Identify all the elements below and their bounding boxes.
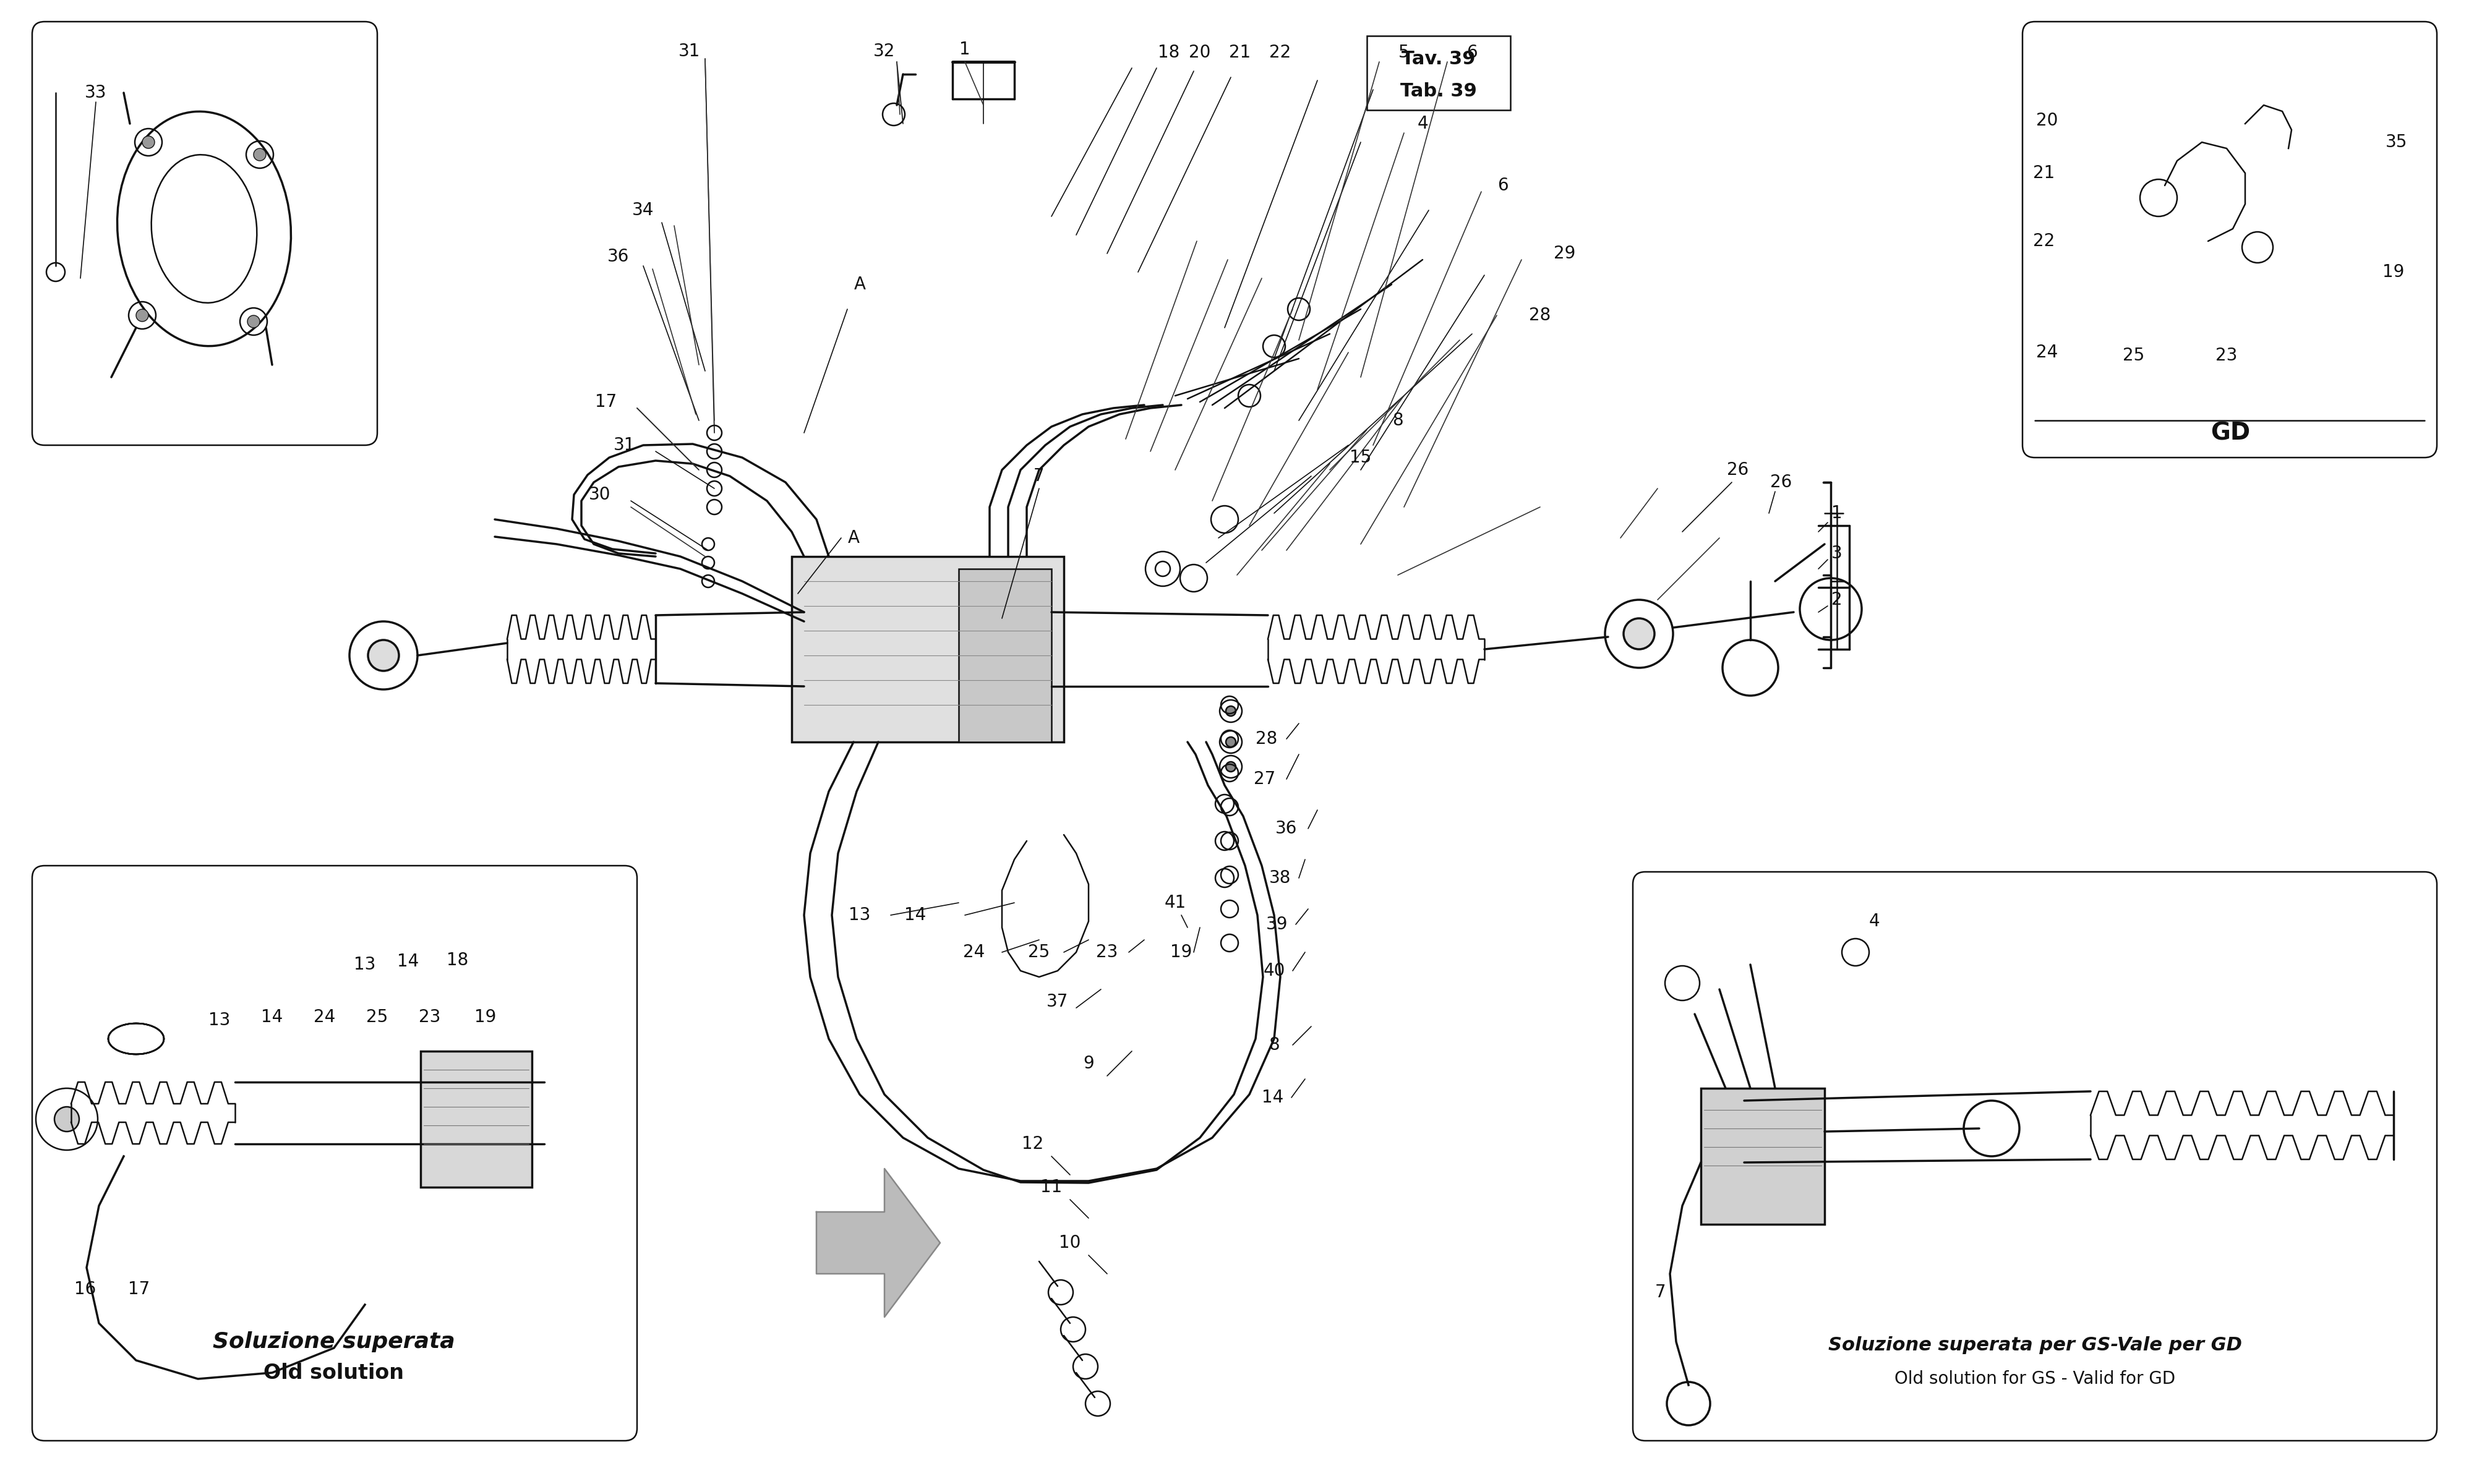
Text: 16: 16 bbox=[74, 1281, 96, 1298]
Text: 11: 11 bbox=[1042, 1178, 1061, 1196]
Text: 31: 31 bbox=[614, 436, 636, 454]
Text: 2: 2 bbox=[1831, 591, 1843, 608]
Text: 26: 26 bbox=[1727, 462, 1749, 478]
Circle shape bbox=[1623, 619, 1655, 650]
Text: Tab. 39: Tab. 39 bbox=[1400, 83, 1477, 101]
Text: Old solution for GS - Valid for GD: Old solution for GS - Valid for GD bbox=[1895, 1370, 2175, 1388]
Text: 5: 5 bbox=[1398, 45, 1410, 61]
Text: 13: 13 bbox=[208, 1012, 230, 1028]
Text: 19: 19 bbox=[2382, 264, 2405, 280]
Text: 22: 22 bbox=[2034, 233, 2056, 249]
Text: 27: 27 bbox=[1254, 770, 1277, 788]
Circle shape bbox=[255, 148, 267, 160]
FancyBboxPatch shape bbox=[32, 22, 376, 445]
Circle shape bbox=[369, 640, 398, 671]
Text: 38: 38 bbox=[1269, 870, 1291, 886]
Text: 36: 36 bbox=[1277, 819, 1296, 837]
Text: 24: 24 bbox=[314, 1009, 336, 1025]
Text: 26: 26 bbox=[1771, 473, 1791, 491]
Circle shape bbox=[143, 137, 153, 148]
Text: 35: 35 bbox=[2385, 134, 2407, 151]
Text: 34: 34 bbox=[633, 202, 653, 218]
Text: 39: 39 bbox=[1267, 916, 1289, 933]
Text: 6: 6 bbox=[1497, 177, 1509, 194]
FancyBboxPatch shape bbox=[32, 865, 638, 1441]
Text: 23: 23 bbox=[2217, 347, 2236, 364]
Text: 22: 22 bbox=[1269, 45, 1291, 61]
Text: 37: 37 bbox=[1047, 993, 1069, 1011]
Text: 23: 23 bbox=[418, 1009, 440, 1025]
Text: 36: 36 bbox=[609, 248, 628, 266]
Text: 33: 33 bbox=[84, 85, 106, 101]
Text: 20: 20 bbox=[1190, 45, 1210, 61]
Text: 17: 17 bbox=[596, 393, 616, 411]
Text: 18: 18 bbox=[1158, 45, 1180, 61]
Text: 12: 12 bbox=[1022, 1135, 1044, 1153]
Text: 15: 15 bbox=[1351, 448, 1371, 466]
FancyBboxPatch shape bbox=[2024, 22, 2437, 457]
Text: 1: 1 bbox=[960, 40, 970, 58]
Circle shape bbox=[1227, 761, 1237, 772]
Text: 7: 7 bbox=[1655, 1284, 1665, 1301]
Text: 3: 3 bbox=[1831, 545, 1843, 562]
Bar bbox=[1366, 36, 1509, 110]
Text: 28: 28 bbox=[1529, 307, 1551, 324]
Text: 24: 24 bbox=[962, 944, 985, 962]
Text: 4: 4 bbox=[1868, 913, 1880, 930]
Text: 41: 41 bbox=[1165, 893, 1185, 911]
Text: 10: 10 bbox=[1059, 1235, 1081, 1251]
Text: 21: 21 bbox=[1230, 45, 1252, 61]
Text: 29: 29 bbox=[1554, 245, 1576, 263]
Text: 7: 7 bbox=[1034, 467, 1044, 485]
Text: 17: 17 bbox=[129, 1281, 151, 1298]
Text: 6: 6 bbox=[1467, 45, 1477, 61]
Text: 25: 25 bbox=[366, 1009, 388, 1025]
Bar bbox=[421, 1051, 532, 1187]
Text: 25: 25 bbox=[2123, 347, 2145, 364]
Circle shape bbox=[247, 315, 260, 328]
Text: 24: 24 bbox=[2036, 344, 2058, 361]
Text: 4: 4 bbox=[1418, 114, 1427, 132]
Text: 18: 18 bbox=[448, 951, 468, 969]
Text: A: A bbox=[854, 276, 866, 292]
Text: Soluzione superata per GS-Vale per GD: Soluzione superata per GS-Vale per GD bbox=[1828, 1336, 2241, 1353]
Bar bbox=[960, 568, 1051, 742]
Text: A: A bbox=[849, 530, 858, 546]
Text: 14: 14 bbox=[905, 907, 925, 923]
Text: 30: 30 bbox=[589, 485, 611, 503]
Text: 28: 28 bbox=[1257, 730, 1277, 748]
Text: 20: 20 bbox=[2036, 111, 2058, 129]
Circle shape bbox=[136, 309, 148, 322]
FancyBboxPatch shape bbox=[1633, 871, 2437, 1441]
Text: 8: 8 bbox=[1269, 1036, 1279, 1054]
Text: 9: 9 bbox=[1084, 1055, 1094, 1071]
Polygon shape bbox=[816, 1169, 940, 1318]
Text: Soluzione superata: Soluzione superata bbox=[213, 1331, 455, 1352]
Circle shape bbox=[1227, 706, 1237, 715]
Text: 23: 23 bbox=[1096, 944, 1118, 962]
Text: 25: 25 bbox=[1029, 944, 1049, 962]
Text: 31: 31 bbox=[678, 43, 700, 59]
Bar bbox=[1702, 1088, 1826, 1224]
Text: Old solution: Old solution bbox=[265, 1362, 403, 1383]
Text: 19: 19 bbox=[1170, 944, 1192, 962]
Text: 14: 14 bbox=[262, 1009, 282, 1025]
Text: 14: 14 bbox=[1262, 1089, 1284, 1106]
Text: 1: 1 bbox=[1831, 505, 1843, 522]
Bar bbox=[792, 556, 1064, 742]
Text: 32: 32 bbox=[873, 43, 896, 59]
Text: 13: 13 bbox=[849, 907, 871, 923]
Circle shape bbox=[54, 1107, 79, 1131]
Text: 40: 40 bbox=[1264, 962, 1284, 979]
Text: 8: 8 bbox=[1393, 411, 1403, 429]
Text: GD: GD bbox=[2209, 421, 2251, 445]
Text: Tav. 39: Tav. 39 bbox=[1403, 50, 1475, 68]
Text: 21: 21 bbox=[2034, 165, 2056, 181]
Text: 14: 14 bbox=[398, 953, 418, 971]
Circle shape bbox=[1227, 738, 1237, 746]
Text: 19: 19 bbox=[475, 1009, 497, 1025]
Text: 13: 13 bbox=[354, 956, 376, 974]
